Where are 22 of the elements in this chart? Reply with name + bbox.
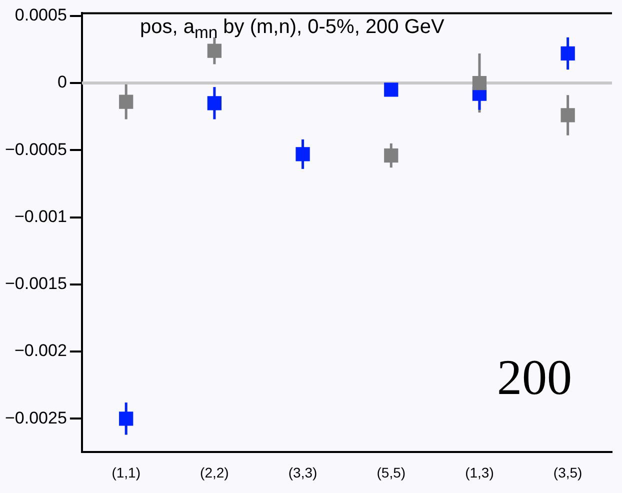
x-tick-label: (1,3)	[465, 464, 494, 480]
point	[384, 82, 398, 97]
y-tick-label: −0.0025	[4, 408, 67, 428]
point	[296, 147, 310, 162]
x-tick-label: (3,5)	[553, 464, 582, 480]
y-tick-label: 0.0005	[14, 6, 67, 25]
point	[560, 46, 575, 61]
y-tick-label: −0.0005	[4, 140, 67, 159]
x-tick-label: (3,3)	[288, 464, 318, 480]
point	[207, 44, 222, 58]
chart-title: pos, a$_{mn}$ by (m,n), 0-5%, 200 GeV	[140, 16, 444, 43]
annotation: 200	[497, 348, 572, 406]
x-tick-label: (5,5)	[376, 464, 406, 480]
point	[119, 94, 134, 109]
point	[207, 96, 222, 110]
point	[119, 412, 134, 426]
y-tick-label: −0.002	[14, 341, 67, 360]
x-tick-label: (1,1)	[112, 464, 140, 480]
x-tick-label: (2,2)	[200, 464, 229, 480]
y-tick-label: 0	[57, 72, 67, 92]
y-tick-label: −0.001	[14, 206, 67, 226]
y-tick-label: −0.0015	[4, 274, 67, 294]
